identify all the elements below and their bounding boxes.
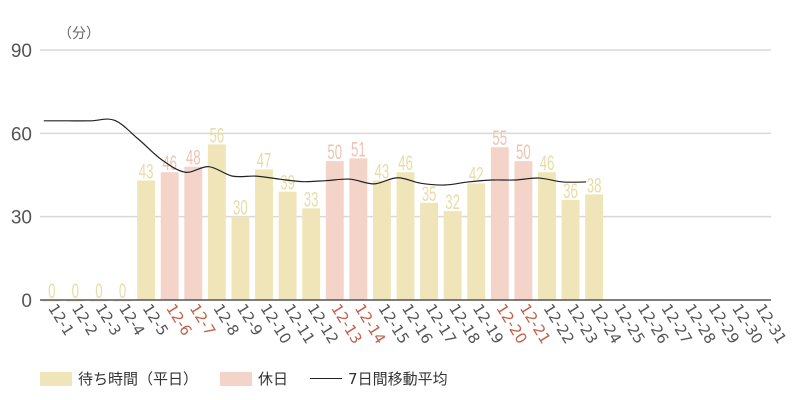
bar [255, 169, 273, 300]
bar-value-label: 43 [139, 159, 154, 183]
bar-value-label: 0 [119, 279, 126, 303]
bar [137, 180, 156, 300]
bar [467, 183, 486, 300]
bar-value-label: 47 [257, 148, 272, 172]
bar-value-label: 0 [48, 279, 55, 303]
legend: 待ち時間（平日） 休日 7日間移動平均 [40, 368, 470, 389]
bar [561, 200, 580, 300]
bar [514, 161, 533, 300]
bar-value-label: 56 [209, 123, 224, 147]
bar-value-label: 38 [587, 173, 602, 197]
bar [207, 144, 226, 300]
bar [302, 208, 321, 300]
bar [396, 172, 415, 300]
legend-item-moving-average: 7日間移動平均 [310, 368, 448, 389]
y-tick-label: 30 [11, 208, 32, 229]
legend-label-moving-average: 7日間移動平均 [348, 370, 448, 388]
bar-value-label: 50 [516, 140, 531, 164]
bar [349, 158, 368, 300]
bar-value-label: 32 [445, 190, 460, 214]
bar [325, 161, 344, 300]
y-tick-label: 60 [11, 124, 32, 145]
bar [278, 191, 297, 300]
bar-value-label: 0 [72, 279, 79, 303]
bar-value-label: 35 [422, 182, 437, 206]
bar-value-label: 51 [351, 137, 366, 161]
line-swatch-icon [310, 378, 343, 379]
bar-value-label: 36 [563, 179, 578, 203]
legend-item-weekday: 待ち時間（平日） [40, 368, 198, 389]
legend-label-weekday: 待ち時間（平日） [78, 370, 199, 388]
bar [231, 216, 250, 300]
bar [585, 194, 604, 300]
bar-value-label: 55 [492, 126, 507, 150]
bar [184, 166, 203, 300]
bar [443, 211, 462, 300]
bar-value-label: 46 [398, 151, 413, 175]
bar-value-label: 46 [540, 151, 555, 175]
legend-item-holiday: 休日 [220, 368, 288, 389]
bar [372, 180, 391, 300]
bar-value-label: 0 [95, 279, 102, 303]
y-tick-label: 0 [21, 291, 32, 312]
bar [490, 147, 509, 300]
bar-value-label: 43 [375, 159, 390, 183]
unit-label: （分） [58, 26, 100, 42]
bar-value-label: 48 [186, 145, 201, 169]
y-tick-label: 90 [11, 41, 32, 62]
bars [42, 144, 604, 302]
bar-value-label: 33 [304, 187, 319, 211]
bar-value-label: 46 [162, 151, 177, 175]
holiday-swatch-icon [220, 371, 253, 386]
x-axis-labels: 12-112-212-312-412-512-612-712-812-912-1… [44, 301, 790, 348]
bar-value-label: 50 [327, 140, 342, 164]
bar [420, 202, 439, 300]
bar [538, 172, 556, 300]
bar-value-label: 39 [280, 170, 295, 194]
bar-value-label: 30 [233, 195, 248, 219]
y-axis-ticks: 0 30 60 90 [11, 41, 32, 312]
legend-label-holiday: 休日 [258, 370, 289, 388]
moving-average-line [43, 118, 587, 186]
bar [160, 172, 179, 300]
weekday-swatch-icon [40, 371, 72, 386]
bar-value-label: 42 [469, 162, 484, 186]
